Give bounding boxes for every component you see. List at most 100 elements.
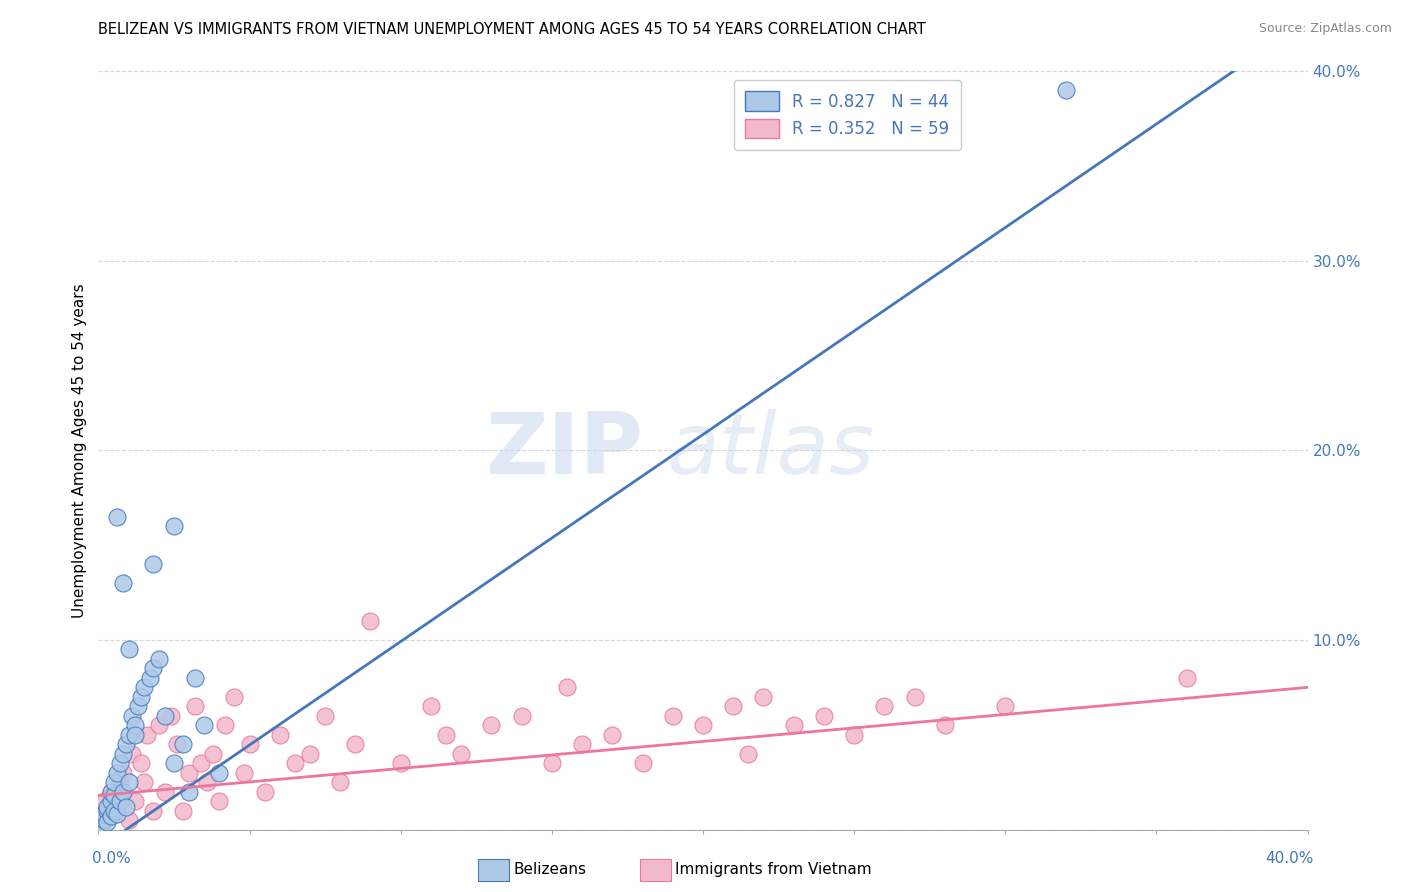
Point: [96, 799, 118, 814]
Point: [148, 652, 170, 666]
Text: 40.0%: 40.0%: [1265, 851, 1313, 866]
Point: [737, 747, 759, 761]
Point: [994, 699, 1017, 714]
Point: [103, 775, 125, 789]
Point: [419, 699, 441, 714]
Point: [105, 807, 128, 822]
Point: [163, 519, 186, 533]
Point: [434, 728, 457, 742]
Point: [344, 737, 367, 751]
Point: [108, 775, 131, 789]
Point: [195, 775, 218, 789]
Point: [142, 661, 165, 675]
Point: [118, 813, 141, 827]
Point: [172, 737, 194, 751]
Point: [510, 708, 533, 723]
Point: [118, 642, 141, 657]
Point: [934, 718, 956, 732]
Point: [100, 785, 122, 799]
Point: [111, 576, 134, 591]
Point: [105, 804, 128, 818]
Point: [153, 785, 176, 799]
Point: [135, 728, 157, 742]
Point: [329, 775, 352, 789]
Point: [160, 708, 183, 723]
Point: [108, 794, 131, 808]
Point: [540, 756, 562, 771]
Point: [389, 756, 412, 771]
Point: [752, 690, 775, 704]
Point: [100, 785, 122, 799]
Point: [208, 794, 231, 808]
Point: [844, 728, 866, 742]
Point: [184, 671, 207, 685]
Point: [103, 804, 125, 818]
Point: [100, 794, 122, 808]
Point: [214, 718, 236, 732]
Point: [177, 765, 201, 780]
Point: [239, 737, 262, 751]
Point: [631, 756, 654, 771]
Point: [721, 699, 744, 714]
Legend: R = 0.827   N = 44, R = 0.352   N = 59: R = 0.827 N = 44, R = 0.352 N = 59: [734, 79, 960, 150]
Point: [148, 718, 170, 732]
Point: [100, 809, 122, 823]
Point: [1054, 83, 1077, 97]
Point: [103, 789, 125, 803]
Point: [190, 756, 212, 771]
Text: Source: ZipAtlas.com: Source: ZipAtlas.com: [1258, 22, 1392, 36]
Point: [93, 794, 115, 808]
Point: [93, 807, 115, 822]
Point: [904, 690, 927, 704]
Point: [111, 785, 134, 799]
Point: [121, 747, 143, 761]
Point: [132, 775, 155, 789]
Point: [269, 728, 291, 742]
Point: [96, 804, 118, 818]
Point: [450, 747, 472, 761]
Point: [224, 690, 246, 704]
Text: ZIP: ZIP: [485, 409, 643, 492]
Point: [114, 799, 136, 814]
Point: [114, 737, 136, 751]
Point: [813, 708, 835, 723]
Text: atlas: atlas: [666, 409, 875, 492]
Point: [299, 747, 322, 761]
Point: [172, 804, 194, 818]
Point: [108, 756, 131, 771]
Point: [105, 765, 128, 780]
Point: [139, 671, 162, 685]
Point: [124, 728, 146, 742]
Point: [111, 765, 134, 780]
Point: [177, 785, 201, 799]
Point: [202, 747, 225, 761]
Point: [129, 756, 152, 771]
Point: [232, 765, 254, 780]
Point: [127, 699, 149, 714]
Text: Immigrants from Vietnam: Immigrants from Vietnam: [675, 863, 872, 877]
Point: [90, 817, 112, 831]
Point: [602, 728, 624, 742]
Point: [555, 681, 578, 695]
Point: [481, 718, 503, 732]
Point: [163, 756, 186, 771]
Point: [153, 708, 176, 723]
Point: [571, 737, 593, 751]
Point: [132, 681, 155, 695]
Point: [118, 775, 141, 789]
Point: [782, 718, 804, 732]
Point: [124, 718, 146, 732]
Point: [661, 708, 683, 723]
Point: [314, 708, 336, 723]
Point: [193, 718, 215, 732]
Point: [284, 756, 307, 771]
Point: [124, 794, 146, 808]
Point: [360, 614, 382, 628]
Point: [96, 815, 118, 830]
Point: [166, 737, 188, 751]
Point: [118, 728, 141, 742]
Point: [142, 804, 165, 818]
Point: [129, 690, 152, 704]
Point: [105, 509, 128, 524]
Point: [121, 708, 143, 723]
